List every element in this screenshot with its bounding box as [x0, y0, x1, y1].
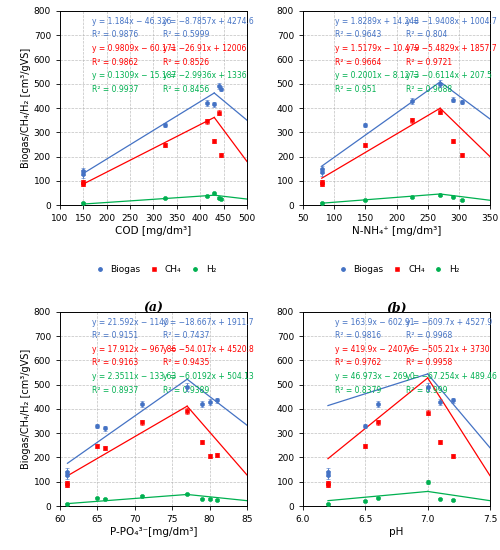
Text: y = 1.8289x + 14.248: y = 1.8289x + 14.248	[335, 17, 418, 26]
Text: y = 0.2001x − 8.1273: y = 0.2001x − 8.1273	[335, 71, 419, 80]
Text: R² = 0.9862: R² = 0.9862	[92, 58, 138, 67]
Text: R² = 0.5999: R² = 0.5999	[163, 30, 209, 40]
Text: R² = 0.8937: R² = 0.8937	[92, 386, 138, 395]
Legend: Biogas, CH₄, H₂: Biogas, CH₄, H₂	[90, 265, 216, 274]
Text: (b): (b)	[386, 302, 407, 315]
Text: y = −609.7x + 4527.9: y = −609.7x + 4527.9	[406, 318, 492, 327]
Text: y = −54.017x + 4520.8: y = −54.017x + 4520.8	[163, 345, 254, 354]
Text: R² = 0.804: R² = 0.804	[406, 30, 447, 40]
Text: y = 1.5179x − 10.479: y = 1.5179x − 10.479	[335, 44, 419, 53]
Text: y = 46.973x − 269.0: y = 46.973x − 269.0	[335, 372, 414, 381]
Text: R² = 0.9958: R² = 0.9958	[406, 359, 452, 367]
Text: y = 2.3511x − 133.63: y = 2.3511x − 133.63	[92, 372, 176, 381]
Text: y = −8.7857x + 4274.6: y = −8.7857x + 4274.6	[163, 17, 254, 26]
Text: R² = 0.8379: R² = 0.8379	[335, 386, 381, 395]
Text: y = −26.91x + 12006: y = −26.91x + 12006	[163, 44, 246, 53]
Text: R² = 0.8526: R² = 0.8526	[163, 58, 209, 67]
Text: R² = 0.999: R² = 0.999	[406, 386, 448, 395]
Text: y = −2.9936x + 1336: y = −2.9936x + 1336	[163, 71, 246, 80]
Text: y = −1.9408x + 1004.7: y = −1.9408x + 1004.7	[406, 17, 496, 26]
Text: y = 419.9x − 2407.6: y = 419.9x − 2407.6	[335, 345, 414, 354]
Text: R² = 0.9876: R² = 0.9876	[92, 30, 138, 40]
Text: R² = 0.8456: R² = 0.8456	[163, 85, 209, 94]
X-axis label: pH: pH	[390, 527, 404, 537]
Text: y = −67.254x + 489.46: y = −67.254x + 489.46	[406, 372, 496, 381]
Text: (a): (a)	[144, 302, 164, 315]
Y-axis label: Biogas/CH₄/H₂ [cm³/gVS]: Biogas/CH₄/H₂ [cm³/gVS]	[21, 349, 31, 469]
Text: R² = 0.9163: R² = 0.9163	[92, 359, 138, 367]
Text: R² = 0.9762: R² = 0.9762	[335, 359, 381, 367]
Text: R² = 0.9643: R² = 0.9643	[335, 30, 381, 40]
Text: y = 163.9x − 602.91: y = 163.9x − 602.91	[335, 318, 414, 327]
X-axis label: N-NH₄⁺ [mg/dm³]: N-NH₄⁺ [mg/dm³]	[352, 226, 441, 236]
Text: y = 0.9809x − 60.171: y = 0.9809x − 60.171	[92, 44, 176, 53]
Legend: Biogas, CH₄, H₂: Biogas, CH₄, H₂	[334, 265, 460, 274]
Text: R² = 0.9435: R² = 0.9435	[163, 359, 209, 367]
Text: y = −18.667x + 1911.7: y = −18.667x + 1911.7	[163, 318, 254, 327]
X-axis label: COD [mg/dm³]: COD [mg/dm³]	[116, 226, 192, 236]
Text: R² = 0.9816: R² = 0.9816	[335, 331, 381, 340]
Text: y = 17.912x − 967.86: y = 17.912x − 967.86	[92, 345, 176, 354]
Text: y = −505.21x + 3730: y = −505.21x + 3730	[406, 345, 489, 354]
Text: R² = 0.9937: R² = 0.9937	[92, 85, 138, 94]
Text: y = 1.184x − 46.326: y = 1.184x − 46.326	[92, 17, 171, 26]
Text: y = −0.6114x + 207.5: y = −0.6114x + 207.5	[406, 71, 492, 80]
Y-axis label: Biogas/CH₄/H₂ [cm³/gVS]: Biogas/CH₄/H₂ [cm³/gVS]	[21, 48, 31, 168]
Text: y = 0.1309x − 15.187: y = 0.1309x − 15.187	[92, 71, 176, 80]
Text: y = 21.592x − 1140: y = 21.592x − 1140	[92, 318, 168, 327]
Text: R² = 0.9968: R² = 0.9968	[406, 331, 452, 340]
Text: y = −5.4829x + 1857.7: y = −5.4829x + 1857.7	[406, 44, 496, 53]
Text: R² = 0.9151: R² = 0.9151	[92, 331, 138, 340]
Text: y = −6.0192x + 504.13: y = −6.0192x + 504.13	[163, 372, 254, 381]
Text: R² = 0.7437: R² = 0.7437	[163, 331, 209, 340]
Text: R² = 0.9389: R² = 0.9389	[163, 386, 209, 395]
Text: R² = 0.9688: R² = 0.9688	[406, 85, 452, 94]
X-axis label: P-PO₄³⁻[mg/dm³]: P-PO₄³⁻[mg/dm³]	[110, 527, 197, 537]
Text: R² = 0.9721: R² = 0.9721	[406, 58, 452, 67]
Text: R² = 0.951: R² = 0.951	[335, 85, 376, 94]
Text: R² = 0.9664: R² = 0.9664	[335, 58, 381, 67]
